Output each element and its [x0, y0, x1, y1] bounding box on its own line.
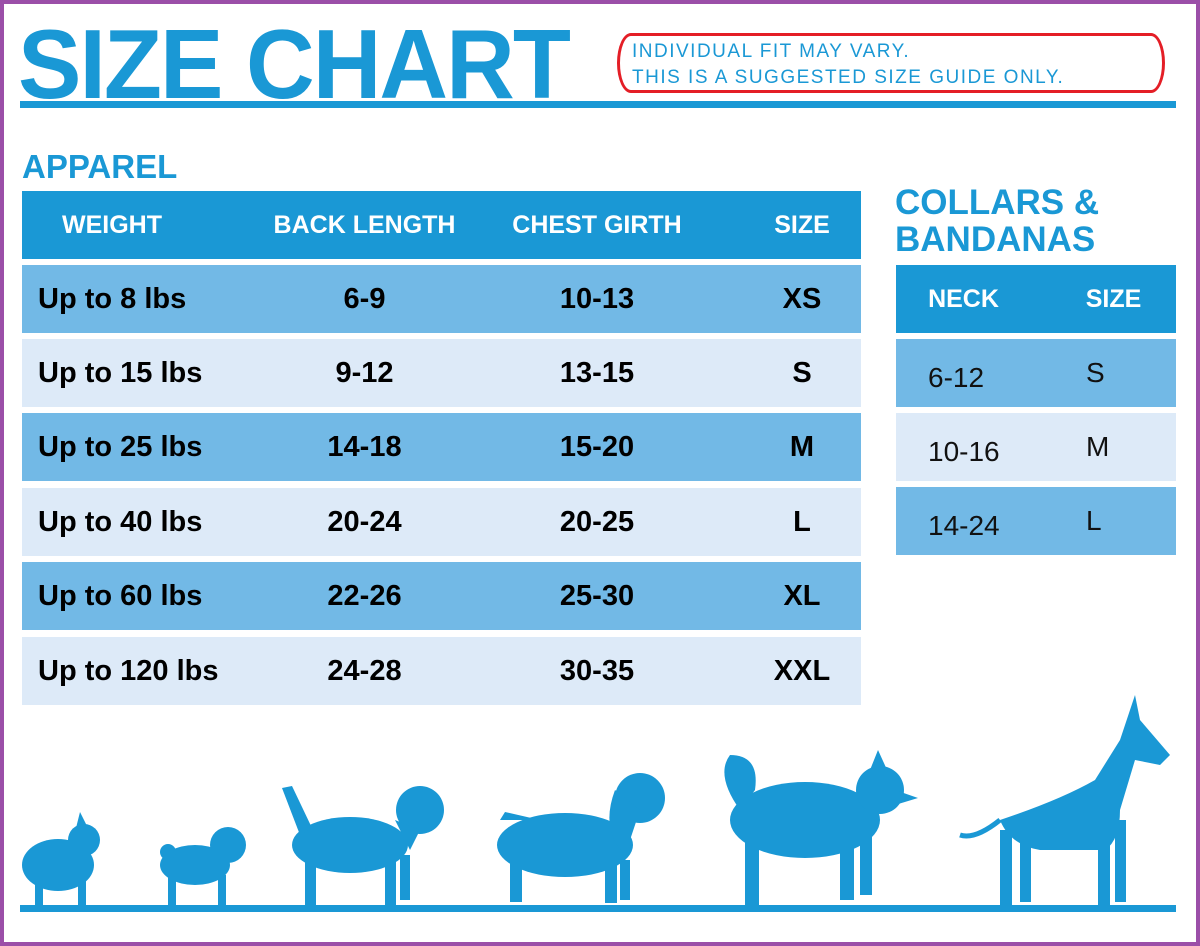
table-cell: 30-35: [559, 654, 635, 687]
table-cell: M: [1086, 431, 1110, 462]
collars-heading-line-2: BANDANAS: [895, 220, 1096, 259]
table-cell: 20-24: [327, 505, 402, 538]
table-cell: L: [1086, 505, 1102, 536]
table-row: Up to 60 lbs 22-26 25-30 XL: [22, 562, 861, 630]
table-cell: 6-9: [343, 282, 386, 315]
pomeranian-icon: [22, 812, 100, 905]
table-cell: Up to 40 lbs: [38, 505, 203, 538]
ground-line: [20, 905, 1176, 912]
great-dane-icon: [959, 695, 1170, 905]
table-row: Up to 15 lbs 9-12 13-15 S: [22, 339, 861, 407]
table-row: 14-24 L: [896, 487, 1176, 555]
table-cell: XL: [783, 579, 821, 612]
column-header: WEIGHT: [62, 210, 162, 239]
column-header: BACK LENGTH: [273, 210, 456, 239]
column-header: SIZE: [1085, 284, 1142, 313]
table-cell: S: [1086, 357, 1105, 388]
column-header: SIZE: [774, 210, 830, 239]
table-cell: 10-13: [559, 282, 635, 315]
table-row: Up to 120 lbs 24-28 30-35 XXL: [22, 637, 861, 705]
collars-heading: COLLARS & BANDANAS: [895, 184, 1099, 258]
table-cell: 14-18: [327, 430, 402, 463]
table-cell: 9-12: [335, 356, 394, 389]
dog-silhouettes: [20, 695, 1176, 912]
beagle-icon: [282, 786, 444, 905]
husky-icon: [724, 750, 918, 905]
table-cell: 25-30: [559, 579, 635, 612]
table-cell: XS: [782, 282, 822, 315]
table-cell: Up to 60 lbs: [38, 579, 203, 612]
table-cell: Up to 120 lbs: [38, 654, 219, 687]
table-cell: 24-28: [327, 654, 402, 687]
table-cell: 20-25: [559, 505, 635, 538]
table-cell: L: [793, 505, 811, 538]
pug-icon: [160, 827, 246, 905]
table-row: 10-16 M: [896, 413, 1176, 481]
table-cell: 15-20: [559, 430, 635, 463]
table-row: Up to 25 lbs 14-18 15-20 M: [22, 413, 861, 481]
table-cell: 14-24: [928, 510, 1000, 541]
table-cell: M: [789, 430, 815, 463]
table-cell: 6-12: [928, 362, 985, 393]
table-cell: S: [792, 356, 812, 389]
apparel-heading: APPAREL: [22, 148, 178, 185]
fit-disclaimer: INDIVIDUAL FIT MAY VARY. THIS IS A SUGGE…: [617, 33, 1165, 93]
table-row: 6-12 S: [896, 339, 1176, 407]
apparel-header-row: WEIGHT BACK LENGTH CHEST GIRTH SIZE: [22, 191, 861, 259]
column-header: NECK: [928, 284, 999, 313]
disclaimer-line-1: INDIVIDUAL FIT MAY VARY.: [632, 41, 911, 62]
table-row: Up to 40 lbs 20-24 20-25 L: [22, 488, 861, 556]
table-cell: Up to 25 lbs: [38, 430, 203, 463]
collars-heading-line-1: COLLARS &: [895, 183, 1100, 222]
title-underline: [20, 101, 1176, 108]
table-row: Up to 8 lbs 6-9 10-13 XS: [22, 265, 861, 333]
table-cell: Up to 8 lbs: [38, 282, 187, 315]
table-cell: Up to 15 lbs: [38, 356, 203, 389]
table-cell: 13-15: [559, 356, 635, 389]
column-header: CHEST GIRTH: [512, 210, 682, 239]
table-cell: 22-26: [327, 579, 402, 612]
table-cell: XXL: [773, 654, 831, 687]
page-title: SIZE CHART: [18, 9, 571, 119]
disclaimer-line-2: THIS IS A SUGGESTED SIZE GUIDE ONLY.: [632, 67, 1065, 88]
collars-header-row: NECK SIZE: [896, 265, 1176, 333]
table-cell: 10-16: [928, 436, 1000, 467]
spaniel-icon: [497, 773, 665, 903]
